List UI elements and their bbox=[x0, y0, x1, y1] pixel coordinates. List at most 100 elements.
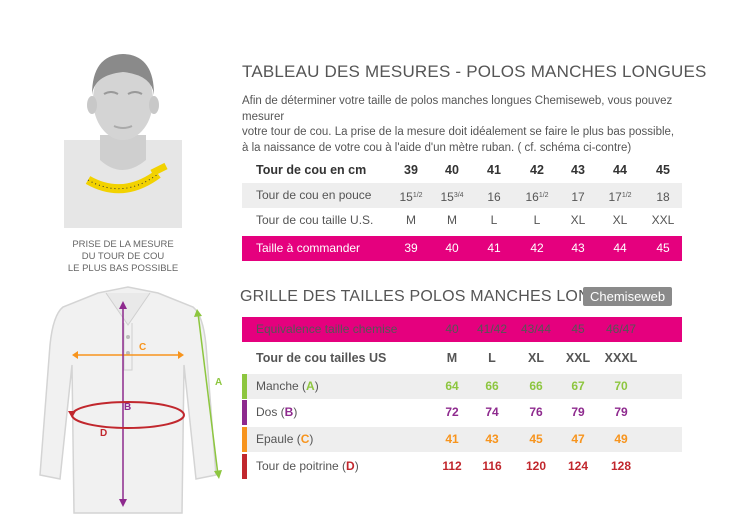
diagram-label-c: C bbox=[139, 342, 147, 353]
label-text: Manche ( bbox=[256, 379, 307, 393]
head-illustration bbox=[64, 54, 182, 228]
row-label: Dos (B) bbox=[256, 400, 297, 425]
row-label: Taille à commander bbox=[256, 241, 361, 255]
row-value: 128 bbox=[610, 459, 632, 473]
caption-line-3: LE PLUS BAS POSSIBLE bbox=[67, 263, 179, 274]
label-end: ) bbox=[354, 459, 359, 473]
row-value: 43 bbox=[571, 163, 585, 177]
row-value: 124 bbox=[567, 459, 589, 473]
row-value: 41/42 bbox=[476, 322, 508, 336]
label-text: Dos ( bbox=[256, 405, 285, 419]
value-main: 18 bbox=[656, 190, 670, 204]
brand-badge: Chemiseweb bbox=[583, 287, 673, 306]
row-value: 46/47 bbox=[605, 322, 637, 336]
table2-row: Tour de cou tailles US M L XL XXL XXXL bbox=[242, 346, 682, 371]
row-value: M bbox=[446, 351, 458, 365]
shirt-illustration bbox=[39, 286, 222, 514]
value-main: 15 bbox=[399, 190, 413, 204]
row-value: 41 bbox=[445, 432, 459, 446]
row-value: 120 bbox=[525, 459, 547, 473]
row-value: XXXL bbox=[604, 351, 638, 365]
label-text: Tour de poitrine ( bbox=[256, 459, 347, 473]
row-value: 45 bbox=[571, 322, 585, 336]
row-value: 161/2 bbox=[517, 183, 557, 210]
intro-line-2: votre tour de cou. La prise de la mesure… bbox=[242, 126, 675, 138]
intro-line-3: à la naissance de votre cou à l'aide d'u… bbox=[242, 141, 632, 154]
row-value: 42 bbox=[530, 163, 544, 177]
table1-row: Tour de cou taille U.S. M M L L XL XL XXL bbox=[242, 208, 682, 233]
caption-line-1: PRISE DE LA MESURE bbox=[72, 239, 174, 250]
label-end: ) bbox=[314, 379, 319, 393]
intro-line-1: Afin de déterminer votre taille de polos… bbox=[242, 95, 673, 123]
row-value: 43/44 bbox=[520, 322, 552, 336]
row-color-bar bbox=[242, 400, 247, 425]
diagram-label-b: B bbox=[124, 402, 132, 413]
row-value: 66 bbox=[529, 379, 543, 393]
value-main: 17 bbox=[571, 190, 585, 204]
value-fraction: 1/2 bbox=[538, 192, 549, 199]
row-value: XXL bbox=[651, 213, 675, 227]
row-value: 45 bbox=[529, 432, 543, 446]
table1-row: Tour de cou en pouce 151/2 153/4 16 161/2 17 1… bbox=[242, 183, 682, 208]
label-text: Tour de cou tailles US bbox=[256, 351, 387, 365]
value-main: 16 bbox=[487, 190, 501, 204]
table1-row: Tour de cou en cm 39 40 41 42 43 44 45 bbox=[242, 158, 682, 183]
row-value: 67 bbox=[571, 379, 585, 393]
value-fraction: 1/2 bbox=[621, 192, 632, 199]
row-label: Manche (A) bbox=[256, 374, 319, 399]
row-label: Epaule (C) bbox=[256, 427, 313, 452]
row-value: XL bbox=[612, 213, 628, 227]
row-value: 41 bbox=[487, 163, 501, 177]
label-end: ) bbox=[293, 405, 298, 419]
row-value: 40 bbox=[445, 322, 459, 336]
value-main: 16 bbox=[525, 190, 539, 204]
row-value: XL bbox=[528, 351, 544, 365]
row-value: 43 bbox=[485, 432, 499, 446]
row-value: 76 bbox=[529, 405, 543, 419]
value-main: 15 bbox=[440, 190, 454, 204]
row-value: 74 bbox=[485, 405, 499, 419]
row-value: 79 bbox=[614, 405, 628, 419]
row-value: 17 bbox=[558, 183, 598, 210]
value-main: 17 bbox=[608, 190, 622, 204]
row-value: 171/2 bbox=[600, 183, 640, 210]
row-value: 42 bbox=[530, 241, 544, 255]
row-value: 151/2 bbox=[391, 183, 431, 210]
label-letter: D bbox=[346, 459, 355, 473]
table2-row: Equivalence taille chemise 40 41/42 43/44 45… bbox=[242, 317, 682, 342]
row-value: 112 bbox=[442, 459, 462, 473]
row-value: 45 bbox=[656, 163, 670, 177]
row-value: 47 bbox=[571, 432, 585, 446]
row-value: 79 bbox=[571, 405, 585, 419]
row-label: Tour de cou tailles US bbox=[256, 346, 386, 371]
table2-row: Tour de poitrine (D) 112 116 120 124 128 bbox=[242, 454, 682, 479]
diagram-label-a: A bbox=[215, 377, 223, 388]
label-letter: A bbox=[306, 379, 315, 393]
label-letter: B bbox=[284, 405, 294, 419]
value-fraction: 3/4 bbox=[453, 192, 464, 199]
table2-row: Epaule (C) 41 43 45 47 49 bbox=[242, 427, 682, 452]
row-value: 116 bbox=[482, 459, 502, 473]
table1-row: Taille à commander 39 40 41 42 43 44 45 bbox=[242, 236, 682, 261]
row-value: 72 bbox=[445, 405, 459, 419]
row-label: Tour de poitrine (D) bbox=[256, 454, 359, 479]
row-value: XL bbox=[570, 213, 586, 227]
row-label: Tour de cou en pouce bbox=[256, 188, 372, 202]
row-value: 45 bbox=[656, 241, 670, 255]
row-value: 64 bbox=[445, 379, 459, 393]
row-value: 41 bbox=[487, 241, 501, 255]
row-value: L bbox=[490, 213, 498, 227]
row-value: 49 bbox=[614, 432, 628, 446]
row-value: M bbox=[447, 213, 457, 227]
row-value: L bbox=[488, 351, 496, 365]
row-value: 70 bbox=[614, 379, 628, 393]
row-color-bar bbox=[242, 454, 247, 479]
row-value: XXL bbox=[565, 351, 591, 365]
table2-row: Dos (B) 72 74 76 79 79 bbox=[242, 400, 682, 425]
label-text: Equivalence taille chemise bbox=[256, 322, 398, 336]
label-end: ) bbox=[309, 432, 314, 446]
row-label: Tour de cou taille U.S. bbox=[256, 213, 374, 227]
label-letter: C bbox=[300, 432, 310, 446]
row-label: Equivalence taille chemise bbox=[256, 317, 397, 342]
row-value: L bbox=[533, 213, 541, 227]
